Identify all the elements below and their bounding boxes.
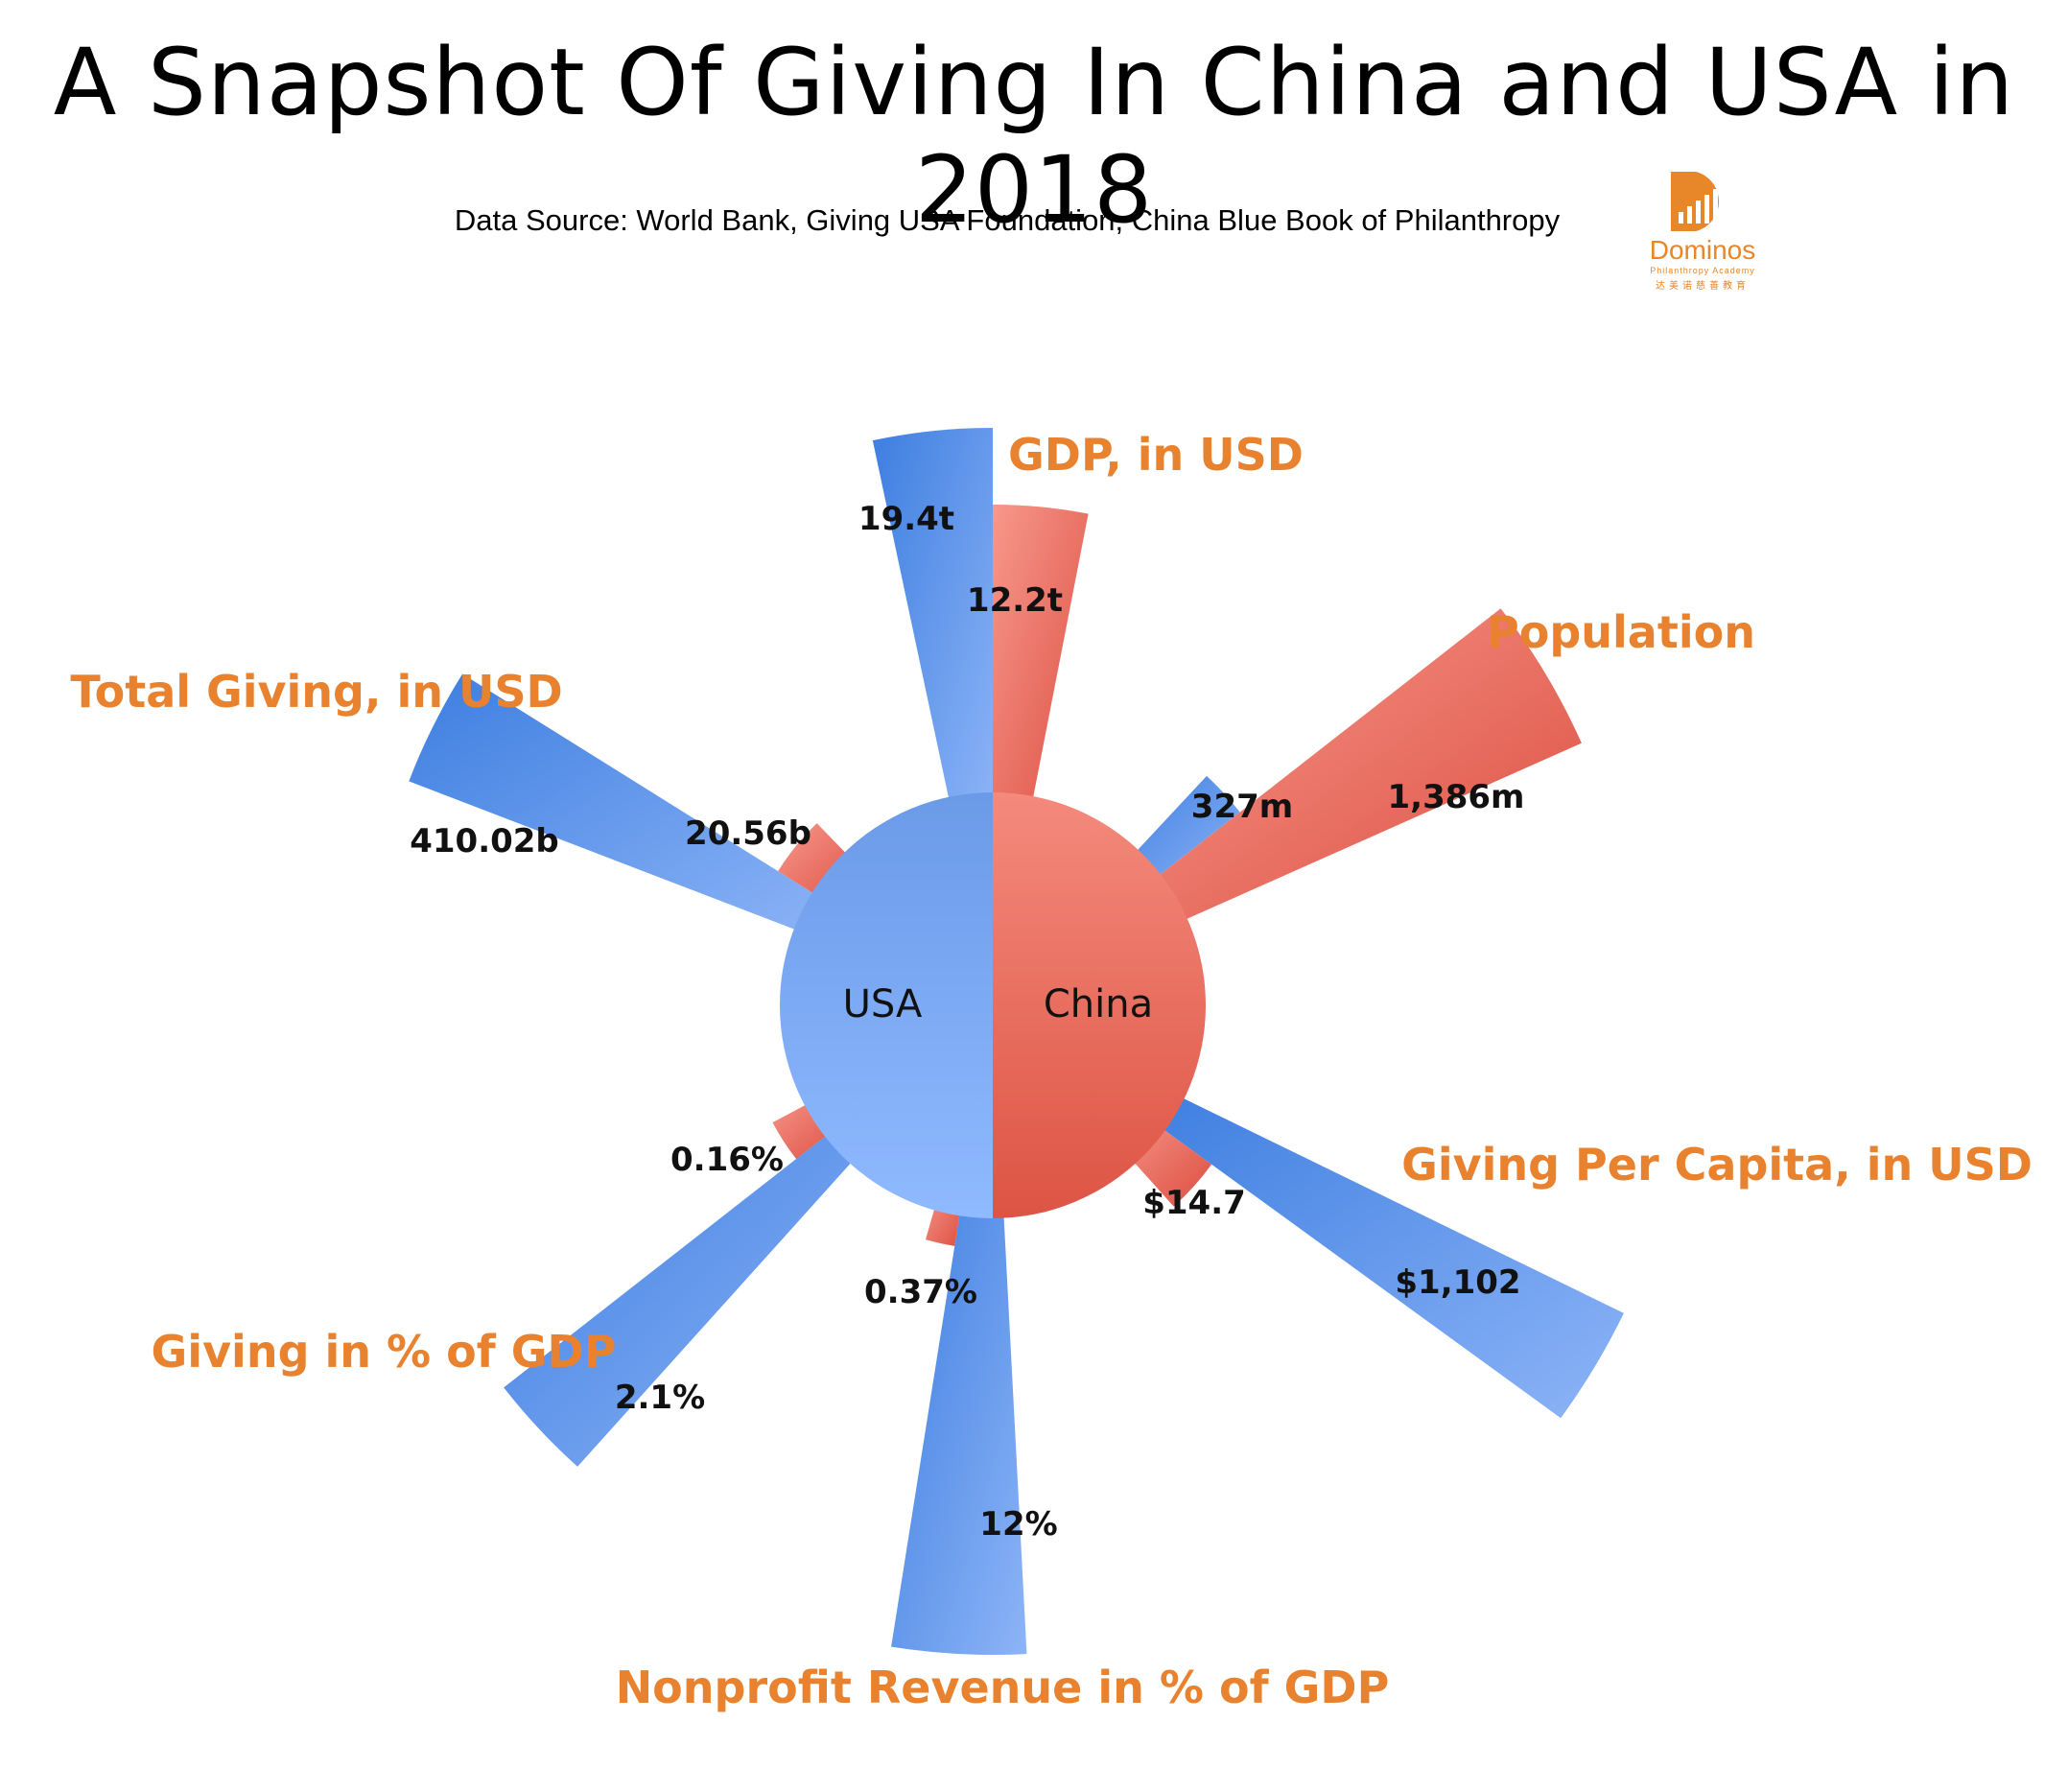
bar-china-gdp-in-usd [993,505,1089,825]
category-label-giving-in-of-gdp: Giving in % of GDP [152,1326,617,1378]
value-label-china-population: 1,386m [1388,778,1525,816]
logo-tagline-cn: 达美诺慈善教育 [1656,281,1750,292]
center-disc: USA China [780,792,1206,1218]
logo-tagline: Philanthropy Academy [1650,266,1755,275]
dominos-bar-chart-logo-icon [1671,172,1720,231]
bar-usa-giving-in-of-gdp [504,1119,870,1467]
value-label-usa-total-giving-in-usd: 410.02b [410,822,559,861]
category-label-total-giving-in-usd: Total Giving, in USD [70,666,562,718]
logo-name: Dominos [1649,235,1756,265]
center-half-usa [780,792,993,1218]
value-label-china-total-giving-in-usd: 20.56b [685,814,811,853]
value-label-usa-giving-per-capita-in-usd: $1,102 [1395,1263,1520,1302]
value-label-usa-gdp-in-usd: 19.4t [858,500,954,538]
wedge-layer [409,428,1624,1655]
center-label-usa: USA [843,982,923,1026]
center-half-china [993,792,1206,1218]
bar-usa-giving-per-capita-in-usd [1141,1086,1624,1419]
category-label-population: Population [1487,606,1755,658]
value-label-usa-population: 327m [1191,788,1293,826]
category-label-nonprofit-revenue-in-of-gdp: Nonprofit Revenue in % of GDP [616,1662,1390,1713]
label-layer: GDP, in USD 19.4t 12.2t Population 327m 1,386… [70,429,2033,1713]
value-label-china-nonprofit-revenue-in-of-gdp: 0.37% [864,1273,977,1311]
value-label-usa-giving-in-of-gdp: 2.1% [615,1379,705,1417]
chart-title: A Snapshot Of Giving In China and USA in… [53,29,2015,244]
category-label-giving-per-capita-in-usd: Giving Per Capita, in USD [1401,1139,2033,1191]
center-label-china: China [1044,982,1153,1026]
value-label-china-giving-per-capita-in-usd: $14.7 [1142,1184,1246,1222]
bar-usa-nonprofit-revenue-in-of-gdp [891,1187,1027,1655]
value-label-china-giving-in-of-gdp: 0.16% [670,1141,784,1179]
value-label-usa-nonprofit-revenue-in-of-gdp: 12% [979,1505,1057,1544]
bar-china-population [1138,608,1582,931]
bar-usa-total-giving-in-usd [409,673,837,940]
category-label-gdp-in-usd: GDP, in USD [1008,429,1304,481]
bar-usa-gdp-in-usd [872,428,993,826]
value-label-china-gdp-in-usd: 12.2t [967,581,1063,620]
chart-subtitle: Data Source: World Bank, Giving USA Foun… [454,203,1561,237]
brand-logo: Dominos Philanthropy Academy 达美诺慈善教育 [1631,158,1774,302]
